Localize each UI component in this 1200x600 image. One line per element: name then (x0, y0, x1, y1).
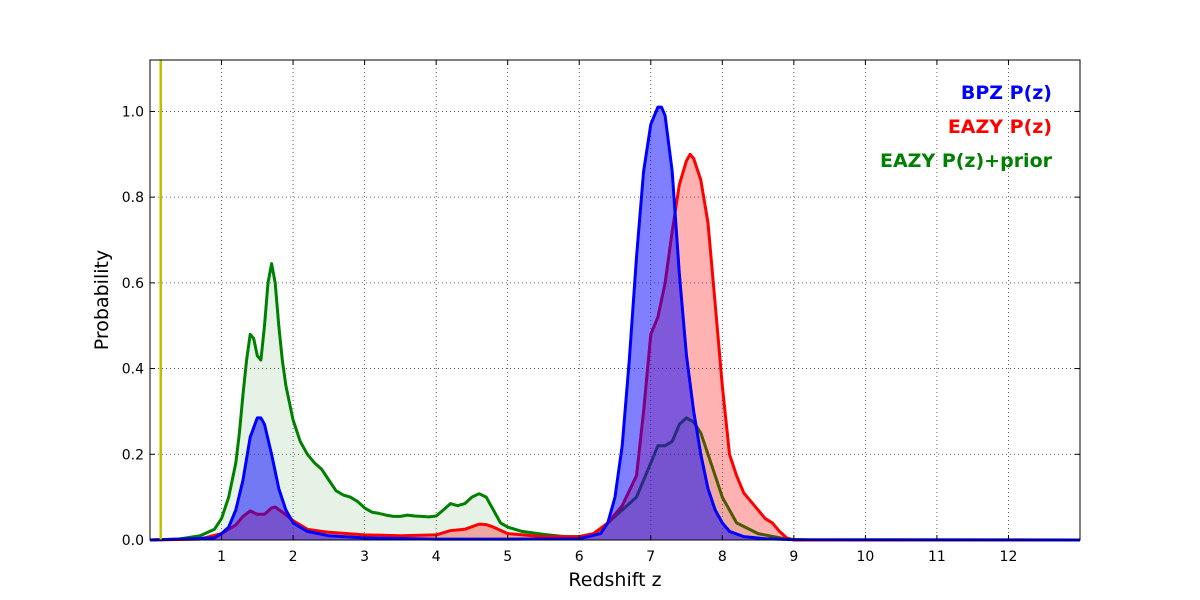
y-tick-label: 0.6 (122, 276, 144, 292)
x-tick-label: 4 (432, 549, 441, 565)
legend-entry: BPZ P(z) (961, 82, 1052, 104)
legend-entry: EAZY P(z)+prior (880, 150, 1053, 172)
x-tick-label: 7 (646, 549, 655, 565)
y-axis-title: Probability (91, 250, 113, 350)
x-tick-label: 6 (575, 549, 584, 565)
x-tick-label: 10 (856, 549, 874, 565)
series-area-bpz-p-z (150, 107, 1080, 540)
y-tick-label: 1.0 (122, 104, 144, 120)
x-axis-title: Redshift z (568, 569, 661, 591)
plot-background (150, 60, 1080, 540)
x-tick-label: 3 (360, 549, 369, 565)
grid (150, 60, 1080, 541)
tick-labels: 1 2 3 4 5 6 7 8 9 10 11 120.00.20.40.60.81.0 (122, 104, 1018, 565)
x-tick-label: 1 (217, 549, 226, 565)
x-tick-label: 11 (928, 549, 946, 565)
y-tick-label: 0.0 (122, 533, 144, 549)
plot-frame (149, 59, 1081, 541)
x-tick-label: 5 (503, 549, 512, 565)
y-tick-label: 0.4 (122, 362, 144, 378)
x-tick-label: 2 (289, 549, 298, 565)
legend: BPZ P(z) EAZY P(z) EAZY P(z)+prior (880, 82, 1053, 172)
ticks (150, 60, 1080, 541)
y-tick-label: 0.2 (122, 447, 144, 463)
y-tick-label: 0.8 (122, 190, 144, 206)
series-line-bpz-p-z (149, 105, 1081, 542)
x-tick-label: 12 (1000, 549, 1018, 565)
x-tick-label: 9 (789, 549, 798, 565)
x-tick-label: 8 (718, 549, 727, 565)
legend-entry: EAZY P(z) (948, 116, 1052, 138)
series-layer (149, 105, 1081, 542)
